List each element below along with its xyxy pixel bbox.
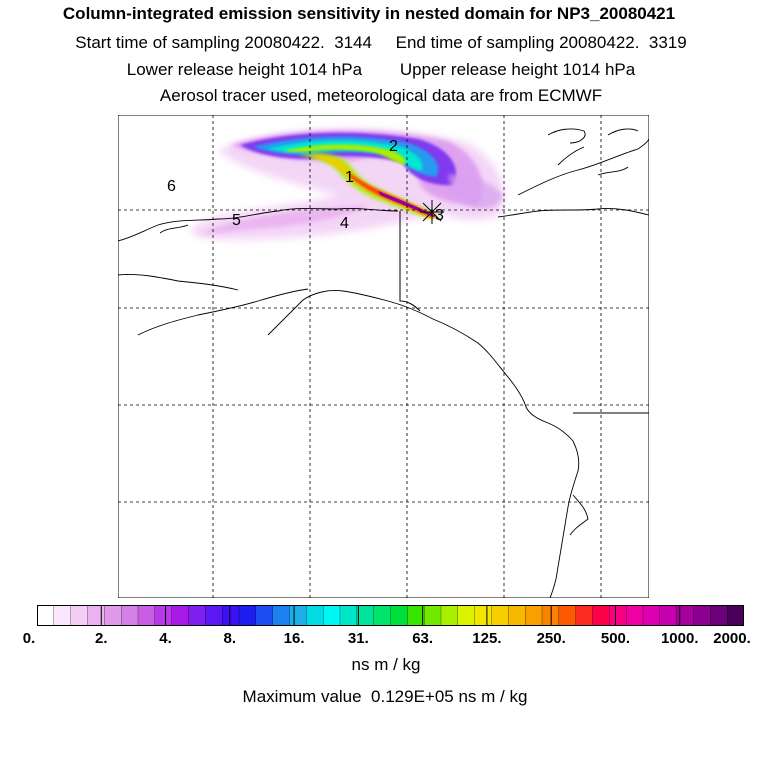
cluster-label-6: 6 [167, 178, 176, 195]
colorbar-tick-label: 500. [600, 630, 631, 647]
colorbar-tick-label: 31. [347, 630, 369, 647]
colorbar-tick-label: 16. [283, 630, 305, 647]
colorbar-cell [87, 605, 106, 626]
colorbar-cell [289, 605, 308, 626]
colorbar-cell [137, 605, 156, 626]
colorbar-cell [121, 605, 139, 626]
colorbar-tick-label: 125. [472, 630, 502, 647]
colorbar-tick-label: 63. [412, 630, 434, 647]
colorbar-cell [205, 605, 223, 626]
colorbar-cell [642, 605, 661, 626]
colorbar-cell [222, 605, 240, 626]
colorbar-tick-label: 8. [223, 630, 237, 647]
receptor-star-icon [420, 200, 444, 224]
boundaries [399, 211, 649, 414]
colorbar-cell [154, 605, 173, 626]
colorbar-cell [575, 605, 594, 626]
colorbar-cell [272, 605, 291, 626]
tracer-info: Aerosol tracer used, meteorological data… [159, 86, 603, 105]
colorbar-cell [37, 605, 55, 626]
colorbar-cell [238, 605, 257, 626]
colorbar-cell [171, 605, 190, 626]
colorbar-cell [70, 605, 89, 626]
colorbar-cell [255, 605, 274, 626]
maximum-value: Maximum value 0.129E+05 ns m / kg [242, 687, 528, 706]
map-title: Column-integrated emission sensitivity i… [62, 4, 676, 23]
colorbar-cell [474, 605, 493, 626]
release-heights: Lower release height 1014 hPa Upper rele… [126, 60, 636, 79]
colorbar-tick-label: 2. [95, 630, 108, 647]
cluster-label-1: 1 [345, 169, 354, 186]
colorbar-cell [323, 605, 341, 626]
colorbar-cell [390, 605, 409, 626]
colorbar-cell [104, 605, 122, 626]
colorbar-tick-label: 1000. [660, 630, 699, 647]
colorbar-cell [356, 605, 375, 626]
colorbar-tick-label: 250. [536, 630, 566, 647]
colorbar-cell [339, 605, 358, 626]
colorbar-cell [609, 605, 627, 626]
colorbar-cell [491, 605, 510, 626]
colorbar-tick-label: 0. [22, 630, 36, 647]
colorbar-tick-label: 4. [159, 630, 172, 647]
colorbar [37, 605, 744, 626]
cluster-label-5: 5 [232, 212, 241, 229]
colorbar-units: ns m / kg [351, 655, 421, 674]
colorbar-cell [659, 605, 678, 626]
cluster-label-3: 3 [435, 207, 444, 224]
colorbar-cell [188, 605, 207, 626]
graticule [118, 115, 649, 598]
cluster-label-2: 2 [389, 138, 398, 155]
colorbar-tick-label: 2000. [713, 630, 751, 647]
colorbar-cell [727, 605, 744, 626]
colorbar-cell [457, 605, 476, 626]
colorbar-cell [710, 605, 728, 626]
colorbar-cell [525, 605, 543, 626]
colorbar-cell [693, 605, 712, 626]
colorbar-cell [592, 605, 611, 626]
sampling-times: Start time of sampling 20080422. 3144 En… [75, 33, 687, 52]
colorbar-cell [424, 605, 442, 626]
map-panel: 1 2 3 4 5 6 [118, 115, 649, 598]
colorbar-cell [373, 605, 392, 626]
colorbar-cell [626, 605, 644, 626]
colorbar-cell [558, 605, 577, 626]
colorbar-cell [440, 605, 459, 626]
colorbar-cell [508, 605, 526, 626]
cluster-label-4: 4 [340, 215, 349, 232]
colorbar-cell [53, 605, 72, 626]
colorbar-cell [306, 605, 324, 626]
